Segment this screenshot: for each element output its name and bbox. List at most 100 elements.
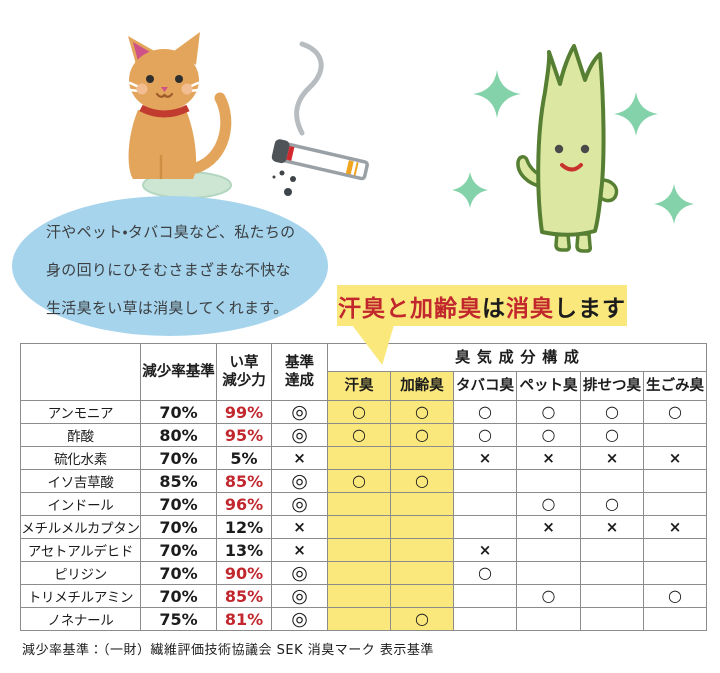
table-row: トリメチルアミン 70% 85% ◎ ○ ○ — [20, 584, 708, 608]
odor-mark — [327, 561, 391, 585]
compound-name: トリメチルアミン — [20, 584, 141, 608]
odor-mark: × — [453, 446, 517, 470]
deodorize-table: 減少率基準 い草 減少力 基準 達成 臭気成分構成 汗臭 加齢臭 タバコ臭 ペッ… — [20, 343, 708, 631]
cat-mouth — [155, 92, 174, 98]
odor-mark: ○ — [516, 584, 581, 608]
odor-mark — [516, 607, 581, 631]
table-row: ピリジン 70% 90% ◎ ○ — [20, 561, 708, 585]
odor-mark: ○ — [327, 469, 391, 493]
cigarette-ember — [286, 146, 295, 161]
sparkle-icon — [654, 184, 694, 224]
odor-mark: × — [642, 446, 708, 470]
odor-mark — [580, 469, 644, 493]
col-header-pet-odor: ペット臭 — [516, 371, 581, 401]
table-row: 硫化水素 70% 5% × × × × × — [20, 446, 708, 470]
compound-name: アンモニア — [20, 400, 141, 424]
headline-segment: 消臭 — [506, 295, 554, 322]
odor-mark — [327, 584, 391, 608]
table-row: アンモニア 70% 99% ◎ ○ ○ ○ ○ ○ ○ — [20, 400, 708, 424]
col-header-aging-odor: 加齢臭 — [390, 371, 454, 401]
ash-dot — [272, 175, 276, 179]
headline-banner: 汗臭と加齢臭 は 消臭 します — [337, 285, 627, 365]
ash-dot — [279, 170, 285, 176]
igusa-rate: 13% — [216, 538, 272, 562]
igusa-rate: 12% — [216, 515, 272, 539]
achieve-mark: ◎ — [271, 561, 328, 585]
odor-mark — [327, 515, 391, 539]
odor-mark — [327, 492, 391, 516]
ash-dot — [284, 188, 292, 196]
odor-mark: × — [516, 446, 581, 470]
col-header-garbage-odor: 生ごみ臭 — [642, 371, 708, 401]
odor-mark: × — [580, 446, 644, 470]
mascot-mouth — [560, 163, 583, 172]
achieve-mark: ◎ — [271, 584, 328, 608]
footnote: 減少率基準：（一財）繊維評価技術協議会 SEK 消臭マーク 表示基準 — [22, 643, 434, 658]
standard-rate: 70% — [140, 400, 217, 424]
achieve-mark: ◎ — [271, 607, 328, 631]
mascot-foot — [575, 232, 592, 253]
odor-mark — [516, 561, 581, 585]
odor-mark: ○ — [390, 400, 454, 424]
compound-name: ピリジン — [20, 561, 141, 585]
compound-name: インドール — [20, 492, 141, 516]
odor-mark: × — [580, 515, 644, 539]
standard-rate: 85% — [140, 469, 217, 493]
odor-mark: ○ — [327, 423, 391, 447]
odor-mark: ○ — [516, 423, 581, 447]
col-header-excreta-odor: 排せつ臭 — [580, 371, 644, 401]
standard-rate: 75% — [140, 607, 217, 631]
cat-illustration — [128, 32, 232, 199]
igusa-rate: 95% — [216, 423, 272, 447]
odor-mark: ○ — [453, 400, 517, 424]
odor-mark — [453, 584, 517, 608]
bubble-line: 汗やペット・タバコ臭など、私たちの — [46, 223, 296, 241]
odor-mark — [453, 515, 517, 539]
odor-mark — [580, 584, 644, 608]
achieve-mark: ◎ — [271, 469, 328, 493]
achieve-mark: × — [271, 515, 328, 539]
table-row: インドール 70% 96% ◎ ○ ○ — [20, 492, 708, 516]
table-row: 酢酸 80% 95% ◎ ○ ○ ○ ○ ○ — [20, 423, 708, 447]
igusa-rate: 81% — [216, 607, 272, 631]
odor-mark — [580, 538, 644, 562]
odor-mark — [642, 492, 708, 516]
cat-tail — [190, 92, 232, 174]
cigarette-filter-stripe — [353, 162, 359, 176]
odor-mark: ○ — [580, 492, 644, 516]
headline-segment: は — [482, 295, 506, 322]
achieve-mark: ◎ — [271, 492, 328, 516]
cat-eye — [146, 75, 154, 83]
cat-ear-right — [174, 32, 200, 65]
igusa-rate: 5% — [216, 446, 272, 470]
standard-rate: 70% — [140, 584, 217, 608]
igusa-rate: 90% — [216, 561, 272, 585]
col-header-igusa: い草 減少力 — [216, 343, 272, 401]
cat-cheek — [181, 83, 193, 95]
cigarette-illustration — [271, 41, 369, 196]
odor-mark: ○ — [642, 584, 708, 608]
odor-mark — [642, 423, 708, 447]
igusa-rate: 85% — [216, 469, 272, 493]
odor-mark — [642, 469, 708, 493]
cigarette-ash-tip — [271, 139, 290, 164]
igusa-mascot-illustration — [452, 44, 694, 253]
odor-mark — [390, 538, 454, 562]
odor-mark — [390, 446, 454, 470]
odor-mark: ○ — [516, 492, 581, 516]
sparkle-icon — [473, 70, 521, 118]
compound-name: 酢酸 — [20, 423, 141, 447]
standard-rate: 70% — [140, 561, 217, 585]
standard-rate: 70% — [140, 515, 217, 539]
odor-mark — [453, 469, 517, 493]
smoke-icon — [294, 41, 324, 136]
mascot-eye — [554, 144, 564, 154]
odor-mark: ○ — [327, 400, 391, 424]
col-header-tobacco-odor: タバコ臭 — [453, 371, 517, 401]
igusa-rate: 96% — [216, 492, 272, 516]
odor-mark: ○ — [453, 423, 517, 447]
odor-mark — [327, 446, 391, 470]
sparkle-icon — [614, 92, 658, 136]
table-body: アンモニア 70% 99% ◎ ○ ○ ○ ○ ○ ○ 酢酸 80% 95% ◎ ○ ○ ○ ○ ○ 硫化水素 70% 5… — [20, 400, 708, 631]
